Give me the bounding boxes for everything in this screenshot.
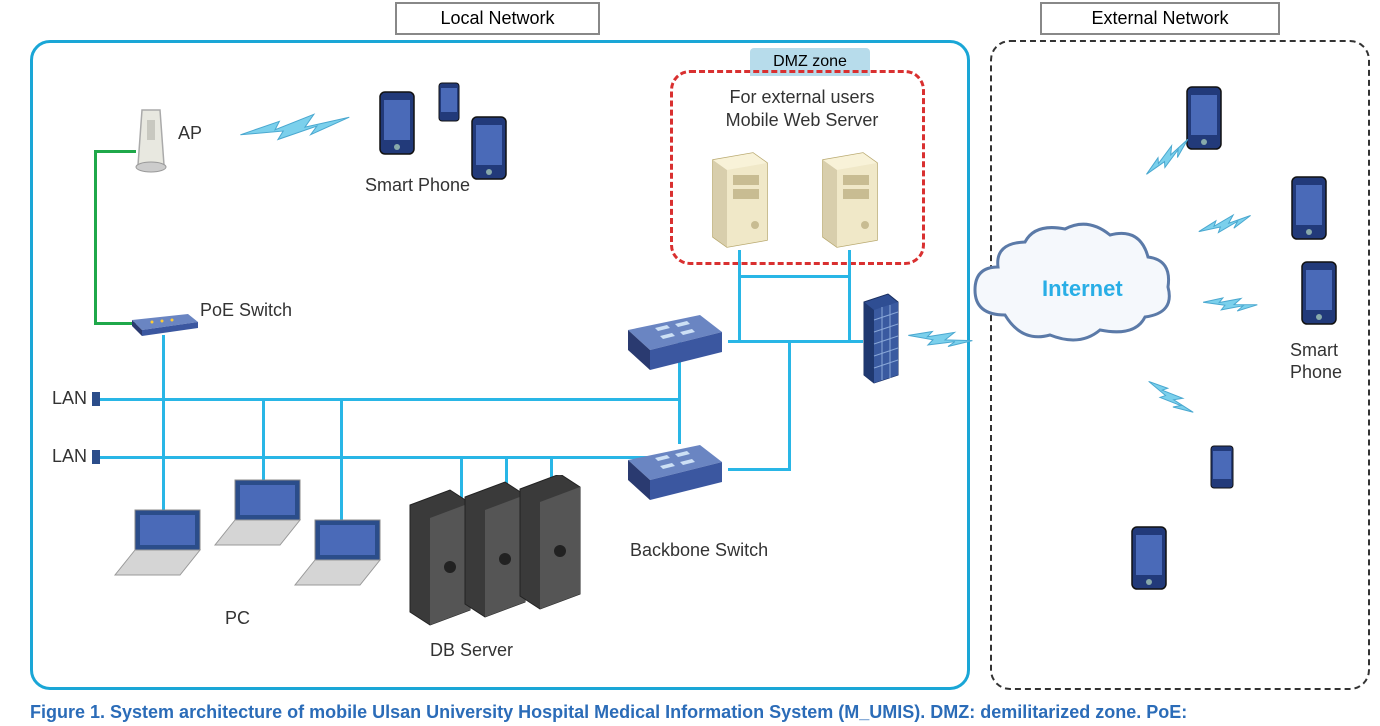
phone-icon [1300, 260, 1338, 326]
conn-line [678, 398, 681, 401]
phone-icon [470, 115, 508, 181]
laptop-icon [290, 515, 395, 595]
lan-line [96, 398, 680, 401]
ap-icon [130, 105, 172, 185]
backbone-switch-icon [620, 440, 730, 505]
lan1-label: LAN [52, 388, 87, 409]
figure-caption: Figure 1. System architecture of mobile … [30, 702, 1370, 723]
db-label: DB Server [430, 640, 513, 661]
local-header: Local Network [395, 2, 600, 35]
phone-icon [1210, 445, 1234, 489]
conn-line [728, 468, 791, 471]
dmz-text-2: Mobile Web Server [712, 110, 892, 131]
backbone-switch-icon [620, 310, 730, 375]
external-header: External Network [1040, 2, 1280, 35]
ap-label: AP [178, 123, 202, 144]
db-server-icon [400, 475, 590, 630]
conn-line [788, 340, 791, 470]
dmz-text-1: For external users [712, 87, 892, 108]
conn-line [788, 340, 863, 343]
conn-line [738, 250, 741, 342]
internet-label: Internet [1042, 276, 1123, 302]
server-icon [815, 145, 885, 250]
lan-endpoint [92, 450, 100, 464]
conn-line [738, 275, 851, 278]
poe-switch-icon [130, 312, 200, 338]
phone-icon [1130, 525, 1168, 591]
smartphone-ext-label-2: Phone [1290, 362, 1342, 383]
lan-line [96, 456, 680, 459]
diagram-root: Local Network External Network DMZ zone [0, 0, 1380, 726]
pc-label: PC [225, 608, 250, 629]
phone-icon [378, 90, 416, 156]
phone-icon [438, 82, 460, 122]
smartphone-ext-label-1: Smart [1290, 340, 1338, 361]
lan-endpoint [92, 392, 100, 406]
backbone-label: Backbone Switch [630, 540, 768, 561]
laptop-icon [110, 505, 215, 585]
firewall-icon [860, 290, 902, 385]
green-line [94, 150, 97, 325]
phone-icon [1290, 175, 1328, 241]
poe-label: PoE Switch [200, 300, 292, 321]
smartphone-local-label: Smart Phone [365, 175, 470, 196]
server-icon [705, 145, 775, 250]
conn-line [848, 250, 851, 342]
lan2-label: LAN [52, 446, 87, 467]
